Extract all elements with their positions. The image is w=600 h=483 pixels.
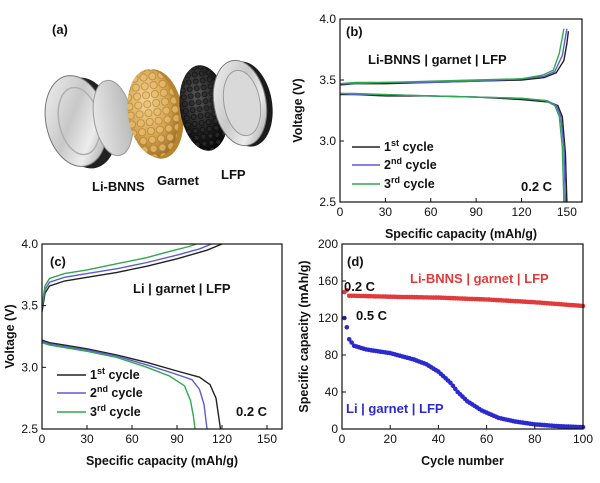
x-axis-label: Specific capacity (mAh/g) [86,454,238,468]
series-2-point [349,340,354,345]
cell-configuration-title: Li-BNNS | garnet | LFP [368,52,507,67]
x-axis-label: Specific capacity (mAh/g) [385,227,537,241]
legend-label-2: 2nd cycle [384,156,437,172]
x-tick-label: 0 [339,432,346,446]
series-1-discharge-curve [340,93,568,203]
panel-c-chart: 0 30 60 90 120 150 2.5 3.0 3.5 4.0 (c) Li | garnet … [3,237,283,468]
panel-a: (a) Li-BNNS Garnet LFP [44,22,273,194]
y-tick-label: 0 [331,422,338,436]
rate-annotation-0-5c: 0.5 C [356,308,388,323]
y-tick-label: 2.5 [21,422,38,436]
panel-d-chart: 0 20 40 60 80 100 0 40 80 120 160 200 (d) Li-BNNS | g… [297,237,593,468]
series-1-point [344,288,350,293]
x-tick-label: 80 [528,432,542,446]
x-tick-label: 20 [384,432,398,446]
plot-frame [341,243,584,430]
y-tick-label: 120 [318,311,338,325]
x-tick-label: 90 [170,432,184,446]
legend-label-1: 1st cycle [384,138,434,154]
panel-label: (c) [50,254,66,269]
y-tick-label: 3.5 [21,299,38,313]
component-label-li-bnns: Li-BNNS [92,179,145,194]
x-tick-label: 0 [39,432,46,446]
y-tick-label: 3.0 [21,360,38,374]
series-3-charge-curve [41,243,197,306]
x-tick-label: 120 [212,432,232,446]
legend-label-2: 2nd cycle [90,384,143,400]
x-tick-label: 120 [511,205,531,219]
legend-label-3: 3rd cycle [384,175,435,191]
x-tick-label: 60 [125,432,139,446]
component-label-lfp: LFP [221,167,246,182]
y-tick-label: 3.0 [319,134,336,148]
y-tick-label: 3.5 [319,73,336,87]
x-tick-label: 0 [337,205,344,219]
series-3-discharge-curve [41,342,196,430]
legend-label-3: 3rd cycle [90,403,141,419]
series-2-point [450,383,456,389]
series-3-discharge-curve [340,92,565,203]
x-tick-label: 150 [557,205,577,219]
y-axis-label: Specific capacity (mAh/g) [297,260,311,412]
series-1-charge-curve [41,243,223,312]
coin-cell-can-illustration [212,59,273,147]
y-tick-label: 160 [318,274,338,288]
x-tick-label: 60 [424,205,438,219]
c-rate-annotation: 0.2 C [521,179,553,194]
plot-frame [41,243,283,430]
y-tick-label: 40 [325,385,339,399]
rate-annotation-0-2c: 0.2 C [344,279,376,294]
x-tick-label: 90 [469,205,483,219]
series-3-charge-curve [339,28,565,85]
x-tick-label: 30 [80,432,94,446]
x-tick-label: 150 [257,432,277,446]
c-rate-annotation: 0.2 C [236,404,268,419]
x-axis-label: Cycle number [421,454,504,468]
cell-configuration-title: Li | garnet | LFP [133,281,231,296]
garnet-pellet-illustration [127,69,184,159]
y-tick-label: 80 [325,348,339,362]
panel-label: (b) [346,24,363,39]
panel-label: (d) [347,254,364,269]
series-1-charge-curve [339,31,570,86]
x-tick-label: 40 [432,432,446,446]
y-tick-label: 4.0 [319,12,336,26]
y-tick-label: 200 [318,237,338,251]
series-2-charge-curve [41,243,212,309]
y-axis-label: Voltage (V) [291,78,305,142]
plot-frame [339,18,583,203]
y-axis-label: Voltage (V) [3,304,17,368]
series-label-li-bnns: Li-BNNS | garnet | LFP [410,271,549,286]
series-2-discharge-curve [41,340,208,430]
series-2-point [346,337,352,342]
series-2-point [344,325,350,330]
series-2-point [453,386,458,392]
series-1-discharge-curve [41,339,222,430]
series-label-li: Li | garnet | LFP [346,401,444,416]
y-tick-label: 4.0 [21,237,38,251]
panel-a-label: (a) [52,22,68,37]
x-tick-label: 30 [379,205,393,219]
component-label-garnet: Garnet [157,173,200,188]
panel-b-chart: 0 30 60 90 120 150 2.5 3.0 3.5 4.0 (b) Li-BNNS | ga… [291,12,583,241]
legend-label-1: 1st cycle [90,366,140,382]
y-tick-label: 2.5 [319,195,336,209]
x-tick-label: 60 [480,432,494,446]
x-tick-label: 100 [573,432,593,446]
